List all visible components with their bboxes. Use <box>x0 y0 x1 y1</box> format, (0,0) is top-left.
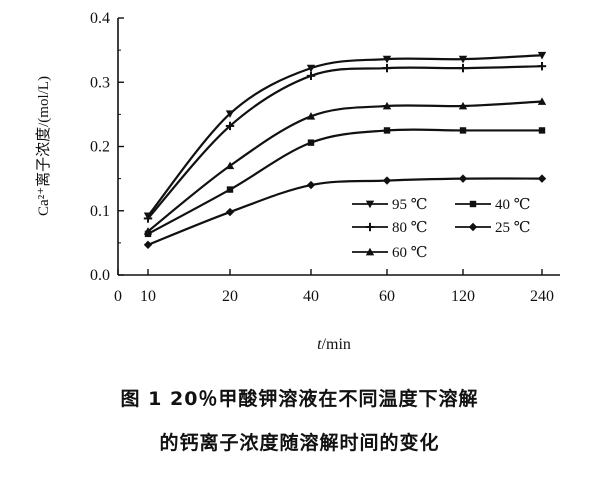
data-point <box>458 63 468 73</box>
data-point <box>144 230 152 238</box>
y-tick-label: 0.1 <box>90 203 110 220</box>
data-point <box>365 200 375 209</box>
x-axis-label-variable: t <box>317 336 322 353</box>
series-line <box>147 128 542 235</box>
data-point <box>225 207 235 217</box>
data-point <box>225 110 235 118</box>
legend-item: 25 ℃ <box>455 220 531 236</box>
legend-label: 80 ℃ <box>392 220 428 236</box>
axis-labels: Ca²⁺离子浓度/(mol/L) t/min <box>35 76 351 353</box>
x-tick-label: 20 <box>222 288 238 305</box>
y-tick-label: 0.0 <box>90 267 110 284</box>
legend-item: 40 ℃ <box>455 197 531 213</box>
figure-caption-line-2: 的钙离子浓度随溶解时间的变化 <box>159 432 440 454</box>
series-4 <box>143 174 547 250</box>
series-line <box>147 65 543 220</box>
data-point <box>382 176 392 185</box>
legend-label: 40 ℃ <box>495 197 531 213</box>
y-tick-label: 0.4 <box>90 10 110 27</box>
x-tick-label: 60 <box>379 288 395 305</box>
data-point <box>382 63 392 73</box>
data-point <box>458 101 468 110</box>
data-point <box>143 240 153 250</box>
legend-item: 60 ℃ <box>352 245 428 261</box>
x-tick-label: 240 <box>530 288 554 305</box>
legend-item: 80 ℃ <box>352 220 428 236</box>
data-point <box>537 61 547 71</box>
series-line <box>147 100 543 233</box>
data-point <box>383 127 391 134</box>
legend-label: 95 ℃ <box>392 197 428 213</box>
data-point <box>225 161 235 170</box>
data-point <box>306 112 316 120</box>
data-point <box>469 200 477 208</box>
series-2 <box>143 97 547 235</box>
x-tick-label: 10 <box>140 288 156 305</box>
data-point <box>537 51 547 60</box>
data-point <box>307 139 315 146</box>
data-point <box>458 55 468 64</box>
series-line <box>147 54 543 217</box>
x-axis-label-unit: /min <box>322 336 351 353</box>
data-point <box>365 222 375 232</box>
data-point <box>382 55 392 64</box>
data-point <box>537 174 547 183</box>
legend-item: 95 ℃ <box>352 197 428 213</box>
data-point <box>458 174 468 183</box>
series-0 <box>143 51 547 221</box>
series-1 <box>143 61 547 223</box>
data-point <box>306 180 316 190</box>
data-point <box>382 101 392 110</box>
axes: 0.0 0.1 0.2 0.3 0.4 0 10 20 40 60 120 240 <box>90 10 560 305</box>
x-tick-label: 120 <box>451 288 475 305</box>
x-tick-label: 0 <box>114 288 122 305</box>
y-tick-label: 0.3 <box>90 74 110 91</box>
data-point <box>365 247 375 256</box>
y-tick-label: 0.2 <box>90 139 110 156</box>
legend-label: 60 ℃ <box>392 245 428 261</box>
data-point <box>306 64 316 73</box>
legend: 95 ℃ 80 ℃ 60 ℃ 40 ℃ 25 ℃ <box>352 197 531 261</box>
data-point <box>538 127 546 134</box>
data-point <box>468 222 478 232</box>
data-point <box>459 127 467 134</box>
data-point <box>143 214 153 223</box>
figure-caption-line-1: 图 1 20％甲酸钾溶液在不同温度下溶解 <box>120 388 479 410</box>
x-axis-label: t/min <box>317 336 351 353</box>
legend-label: 25 ℃ <box>495 220 531 236</box>
series-layer <box>143 51 547 250</box>
data-point <box>537 97 547 105</box>
x-tick-label: 40 <box>303 288 319 305</box>
data-point <box>306 71 316 81</box>
data-point <box>225 121 235 131</box>
y-axis-label: Ca²⁺离子浓度/(mol/L) <box>35 76 52 216</box>
series-line <box>147 177 543 246</box>
series-3 <box>144 127 546 238</box>
data-point <box>226 186 234 193</box>
